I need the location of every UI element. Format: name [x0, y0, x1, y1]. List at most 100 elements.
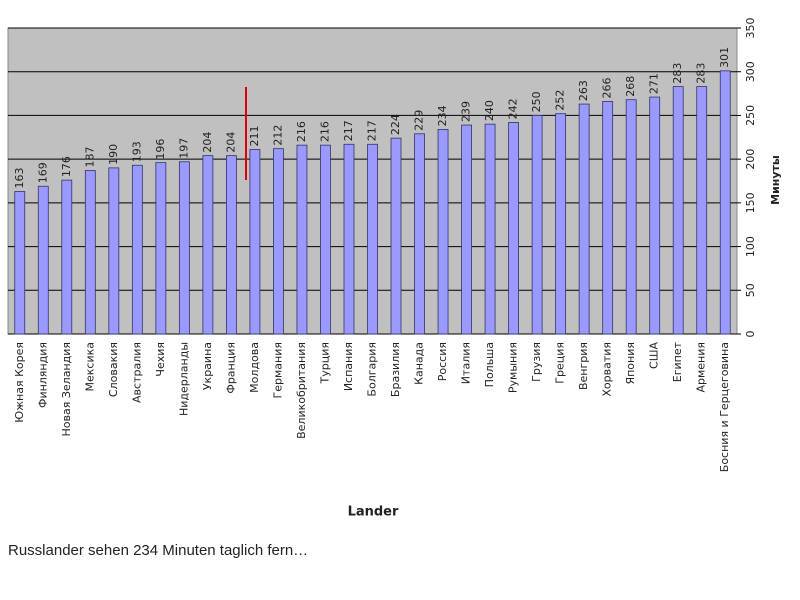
x-tick-label: Южная Корея — [13, 342, 26, 423]
value-label: 193 — [130, 141, 143, 162]
value-label: 229 — [413, 110, 426, 131]
y-tick-label: 100 — [744, 236, 757, 257]
value-label: 204 — [201, 132, 214, 153]
x-tick-label: Чехия — [154, 342, 167, 377]
x-tick-label: Франция — [224, 342, 237, 394]
x-tick-label: Турция — [318, 342, 331, 384]
x-tick-label: Испания — [342, 342, 355, 391]
bar — [14, 191, 26, 335]
x-tick-label: Хорватия — [601, 342, 614, 397]
x-tick-label: Армения — [695, 342, 708, 393]
bar — [719, 70, 731, 335]
plot: 0 50 100 150 200 250 300 350 163 Южная Корея 169 Фи… — [8, 18, 757, 472]
value-label: 250 — [530, 91, 543, 112]
y-tick-label: 0 — [744, 331, 757, 338]
bar — [61, 179, 73, 335]
bar — [296, 144, 308, 335]
bar — [273, 148, 284, 335]
value-label: 217 — [366, 120, 379, 141]
bar — [37, 185, 49, 335]
value-label: 271 — [648, 73, 661, 94]
x-axis-title: Lander — [348, 505, 399, 520]
bar — [320, 144, 331, 335]
x-tick-label: Япония — [624, 342, 637, 385]
y-tick-label: 350 — [744, 18, 757, 39]
value-label: 187 — [83, 147, 96, 168]
bar — [461, 124, 472, 335]
bar — [131, 164, 143, 335]
x-tick-label: Финляндия — [36, 342, 49, 408]
y-tick-label: 250 — [744, 105, 757, 126]
value-label: 216 — [318, 121, 331, 142]
value-label: 196 — [154, 139, 167, 160]
bar — [672, 86, 684, 335]
value-label: 252 — [554, 90, 567, 111]
bar — [414, 133, 425, 335]
y-tick-label: 300 — [744, 61, 757, 82]
x-tick-label: Венгрия — [577, 342, 590, 390]
value-label: 217 — [342, 120, 355, 141]
x-tick-label: Великобритания — [295, 342, 308, 439]
value-label: 216 — [295, 121, 308, 142]
bar — [437, 129, 449, 335]
x-tick-label: Молдова — [248, 342, 261, 393]
x-tick-label: Словакия — [107, 342, 120, 397]
bar — [508, 122, 519, 335]
value-label: 224 — [389, 114, 402, 135]
y-tick-label: 200 — [744, 149, 757, 170]
value-label: 197 — [177, 138, 190, 159]
value-label: 239 — [460, 101, 473, 122]
bar — [649, 96, 661, 335]
value-label: 212 — [271, 125, 284, 146]
bar — [625, 99, 637, 335]
x-tick-label: Бразилия — [389, 342, 402, 397]
value-label: 211 — [248, 126, 261, 147]
bar — [226, 155, 237, 335]
value-label: 163 — [13, 167, 26, 188]
value-label: 204 — [224, 132, 237, 153]
bar — [84, 170, 96, 335]
bar — [578, 103, 590, 335]
x-tick-label: Канада — [413, 342, 426, 385]
x-tick-label: Румыния — [507, 342, 520, 393]
value-label: 242 — [507, 98, 520, 119]
value-label: 283 — [671, 63, 684, 84]
bar — [531, 115, 543, 335]
y-tick-label: 150 — [744, 192, 757, 213]
bar — [484, 123, 496, 335]
bar — [155, 162, 167, 335]
value-label: 176 — [60, 156, 73, 177]
x-tick-label: Греция — [554, 342, 567, 384]
x-tick-label: Болгария — [366, 342, 379, 397]
bar — [108, 167, 120, 335]
value-label: 234 — [436, 105, 449, 126]
bar — [390, 137, 402, 335]
bar — [249, 149, 261, 335]
x-tick-label: Грузия — [530, 342, 543, 382]
bar — [202, 155, 214, 335]
x-tick-label: Босния и Герцеговина — [718, 342, 731, 472]
x-tick-label: Польша — [483, 342, 496, 387]
caption: Russlander sehen 234 Minuten taglich fer… — [8, 542, 308, 559]
value-label: 190 — [107, 144, 120, 165]
y-axis-title: Минуты — [769, 155, 782, 205]
bar — [367, 143, 378, 335]
value-label: 263 — [577, 80, 590, 101]
y-tick-label: 50 — [744, 283, 757, 297]
bar — [555, 113, 567, 335]
x-tick-label: Россия — [436, 342, 449, 381]
value-label: 169 — [36, 162, 49, 183]
x-tick-label: Новая Зеландия — [60, 342, 73, 437]
x-tick-label: Нидерланды — [177, 342, 190, 416]
value-label: 301 — [718, 47, 731, 68]
value-label: 240 — [483, 100, 496, 121]
bar — [178, 161, 190, 335]
x-tick-label: Италия — [460, 342, 473, 384]
value-label: 266 — [601, 77, 614, 98]
x-tick-label: США — [648, 342, 661, 369]
x-tick-label: Австралия — [130, 342, 143, 403]
bar — [602, 101, 614, 335]
value-label: 268 — [624, 76, 637, 97]
bar — [696, 86, 708, 335]
